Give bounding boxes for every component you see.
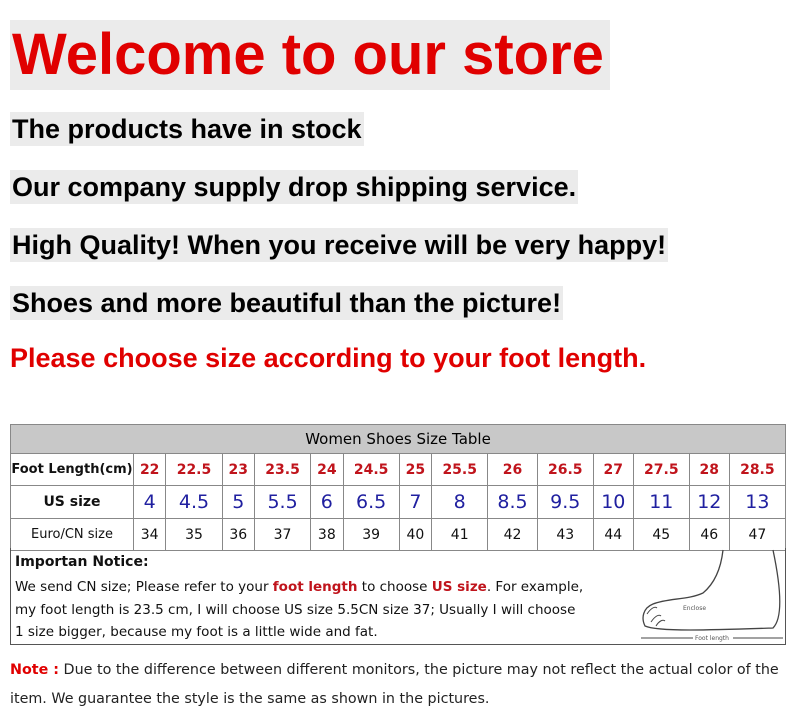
notice-box: Importan Notice: We send CN size; Please…	[10, 548, 786, 645]
table-cell: 25.5	[431, 453, 489, 486]
table-cell: 34	[132, 518, 167, 551]
table-cell: 41	[431, 518, 489, 551]
table-cell: 13	[728, 485, 787, 519]
svg-text:Enclose: Enclose	[683, 605, 706, 612]
table-cell: 12	[688, 485, 730, 519]
table-cell: 4	[132, 485, 167, 519]
table-cell: 40	[398, 518, 433, 551]
line-drop-shipping: Our company supply drop shipping service…	[10, 170, 579, 204]
table-cell: 45	[632, 518, 690, 551]
table-cell: 37	[253, 518, 312, 551]
line-in-stock: The products have in stock	[10, 112, 364, 146]
note: Note : Due to the difference between dif…	[10, 662, 779, 707]
table-row-foot-length: Foot Length(cm) 22 22.5 23 23.5 24 24.5 25 25.5 2…	[10, 453, 787, 486]
table-cell: 4.5	[165, 485, 223, 519]
svg-text:Foot length: Foot length	[695, 635, 729, 642]
foot-diagram-icon: Enclose Foot length	[641, 549, 783, 642]
line-beautiful: Shoes and more beautiful than the pictur…	[10, 286, 564, 320]
row-label: Foot Length(cm)	[10, 453, 134, 486]
table-cell: 43	[536, 518, 594, 551]
table-cell: 38	[310, 518, 344, 551]
table-cell: 42	[487, 518, 538, 551]
table-cell: 22.5	[165, 453, 223, 486]
table-cell: 27.5	[632, 453, 690, 486]
table-cell: 8.5	[487, 485, 538, 519]
table-cell: 24.5	[342, 453, 400, 486]
table-cell: 7	[398, 485, 433, 519]
notice-text: We send CN size; Please refer to your fo…	[15, 579, 584, 640]
table-cell: 46	[688, 518, 730, 551]
line-high-quality: High Quality! When you receive will be v…	[10, 228, 669, 262]
table-cell: 6.5	[342, 485, 400, 519]
table-cell: 23.5	[253, 453, 312, 486]
table-cell: 5.5	[253, 485, 312, 519]
headline: Welcome to our store	[10, 20, 610, 90]
table-cell: 44	[592, 518, 634, 551]
table-cell: 26.5	[536, 453, 594, 486]
table-cell: 28	[688, 453, 730, 486]
table-cell: 39	[342, 518, 400, 551]
table-title: Women Shoes Size Table	[10, 424, 786, 454]
size-table: Women Shoes Size Table Foot Length(cm) 22…	[10, 424, 787, 551]
row-label: Euro/CN size	[10, 518, 134, 551]
table-cell: 9.5	[536, 485, 594, 519]
table-cell: 25	[398, 453, 433, 486]
table-cell: 27	[592, 453, 634, 486]
notice-title: Importan Notice:	[15, 554, 149, 570]
table-cell: 47	[728, 518, 787, 551]
table-cell: 10	[592, 485, 634, 519]
table-cell: 28.5	[728, 453, 787, 486]
size-prompt: Please choose size according to your foo…	[10, 343, 647, 373]
table-cell: 35	[165, 518, 223, 551]
table-row-us-size: US size 4 4.5 5 5.5 6 6.5 7 8 8.5 9.5 10 11 12 13	[10, 485, 787, 519]
table-cell: 22	[132, 453, 167, 486]
row-label: US size	[10, 485, 134, 519]
table-cell: 26	[487, 453, 538, 486]
table-cell: 6	[310, 485, 344, 519]
table-cell: 11	[632, 485, 690, 519]
table-cell: 36	[221, 518, 255, 551]
table-cell: 23	[221, 453, 255, 486]
table-cell: 5	[221, 485, 255, 519]
table-row-euro-size: Euro/CN size 34 35 36 37 38 39 40 41 42 43 44 45 46 47	[10, 518, 787, 551]
table-cell: 8	[431, 485, 489, 519]
table-cell: 24	[310, 453, 344, 486]
